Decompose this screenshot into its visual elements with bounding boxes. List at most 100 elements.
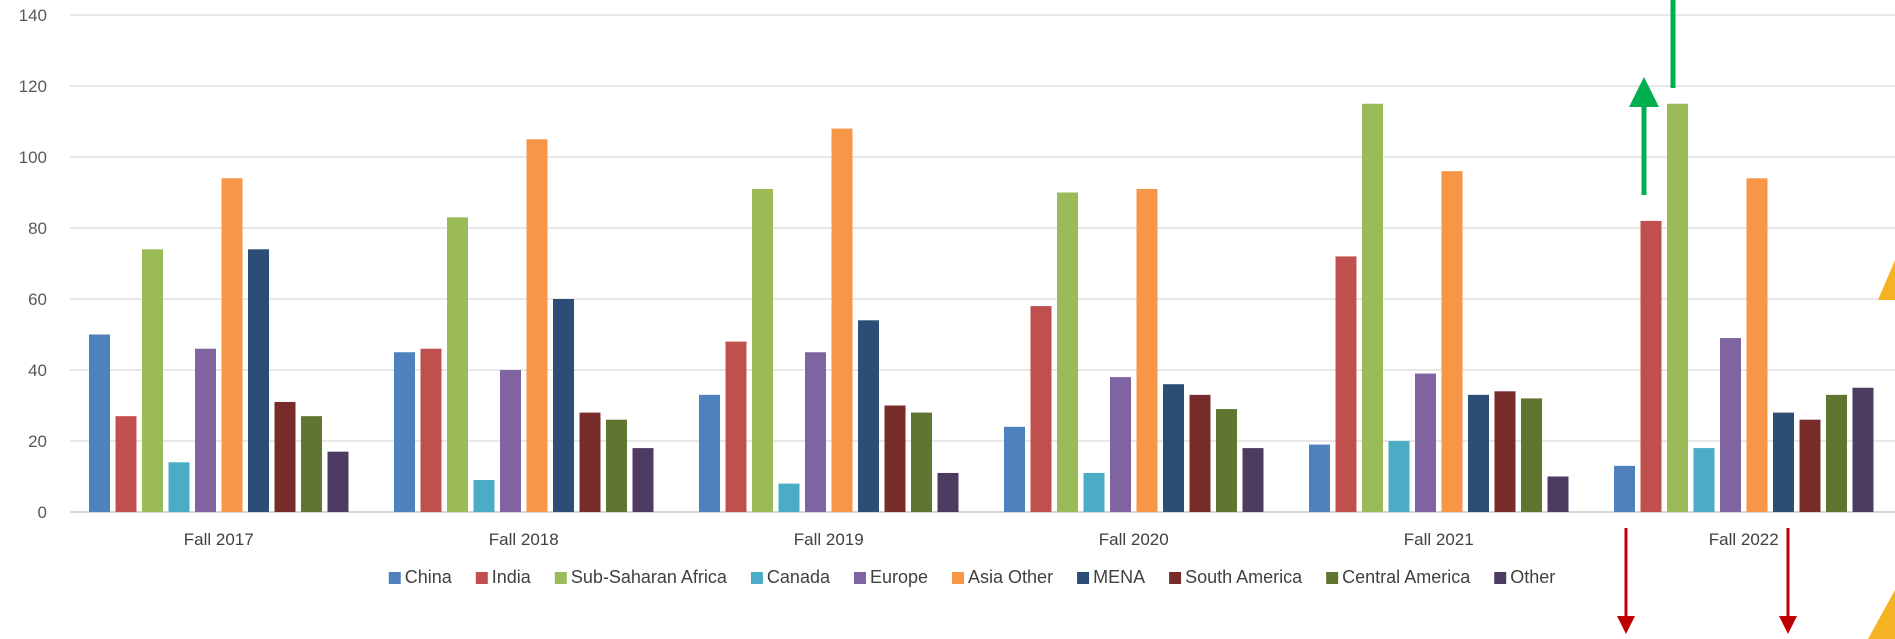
bar [221,178,243,513]
bar [805,352,826,512]
bar [1640,220,1662,512]
legend-swatch [388,572,401,584]
bar [1110,377,1131,512]
bar [1494,391,1516,512]
bar [274,401,296,512]
bar [1667,103,1688,512]
bar [1242,448,1264,512]
side-accent-shape [1878,260,1895,300]
bar [725,341,747,512]
legend-item: China [388,567,453,587]
bar [911,412,932,512]
x-tick-label: Fall 2017 [184,530,254,549]
bar [1136,188,1158,512]
bar [606,419,627,512]
bar [699,394,720,512]
bar [420,348,442,512]
legend: China India Sub-Saharan Africa Canada Europe… [388,567,1555,587]
x-tick-label: Fall 2019 [794,530,864,549]
legend-swatch [1077,572,1090,584]
gridlines [70,14,1895,513]
legend-swatch [1494,572,1507,584]
bar [1720,338,1741,512]
bar [500,370,521,512]
bar [1441,171,1463,512]
bar [1216,409,1237,512]
x-tick-label: Fall 2020 [1099,530,1169,549]
legend-item: India [475,567,532,587]
legend-item: Europe [853,567,928,587]
bar [89,334,110,512]
y-tick-label: 80 [28,219,47,238]
y-tick-label: 20 [28,432,47,451]
legend-item: MENA [1077,567,1145,587]
bar [115,416,137,512]
bar [248,249,269,513]
y-tick-label: 100 [19,148,47,167]
bar [553,299,574,512]
bar [447,217,468,512]
legend-label: Sub-Saharan Africa [571,567,728,587]
bar [1468,394,1489,512]
legend-label: South America [1185,567,1303,587]
bar [1852,387,1874,512]
bar [1614,465,1635,512]
x-tick-label: Fall 2021 [1404,530,1474,549]
y-tick-label: 60 [28,290,47,309]
bars [89,103,1874,513]
legend-swatch [853,572,866,584]
legend-label: Europe [870,567,928,587]
bar [526,139,548,512]
bar [1362,103,1383,512]
bar [1746,178,1768,513]
bar [1415,373,1436,512]
bar [632,448,654,512]
bar [142,249,163,513]
bar [884,405,906,512]
bar [168,462,190,512]
legend-swatch [475,572,488,584]
bar [1057,192,1078,512]
legend-item: Sub-Saharan Africa [554,567,728,587]
bar [1799,419,1821,512]
legend-item: Central America [1326,567,1471,587]
legend-swatch [554,572,567,584]
legend-label: MENA [1093,567,1145,587]
y-tick-label: 140 [19,6,47,25]
bar [473,480,495,512]
y-tick-label: 40 [28,361,47,380]
bar [1826,394,1847,512]
x-tick-label: Fall 2018 [489,530,559,549]
bar [195,348,216,512]
bar [1335,256,1357,512]
bar [1388,441,1410,512]
bar [937,472,959,512]
legend-label: India [492,567,532,587]
x-axis: Fall 2017 Fall 2018 Fall 2019 Fall 2020 Fall… [184,530,1779,549]
corner-accent-shape [1868,590,1895,639]
bar [1521,398,1542,512]
legend-swatch [952,572,965,584]
bar [1163,384,1184,512]
bar [1773,412,1794,512]
legend-item: Canada [750,567,831,587]
legend-swatch [1326,572,1339,584]
bar [831,128,853,512]
legend-label: China [405,567,453,587]
bar [1083,472,1105,512]
x-tick-label: Fall 2022 [1709,530,1779,549]
bar [752,188,773,512]
bar [1189,394,1211,512]
legend-label: Other [1510,567,1555,587]
legend-item: Other [1494,567,1555,587]
legend-item: South America [1169,567,1303,587]
bar [858,320,879,512]
legend-label: Central America [1342,567,1471,587]
bar [327,451,349,512]
annotations [1617,0,1895,639]
legend-swatch [750,572,763,584]
bar [394,352,415,512]
bar [778,483,800,512]
bar [1693,448,1715,512]
